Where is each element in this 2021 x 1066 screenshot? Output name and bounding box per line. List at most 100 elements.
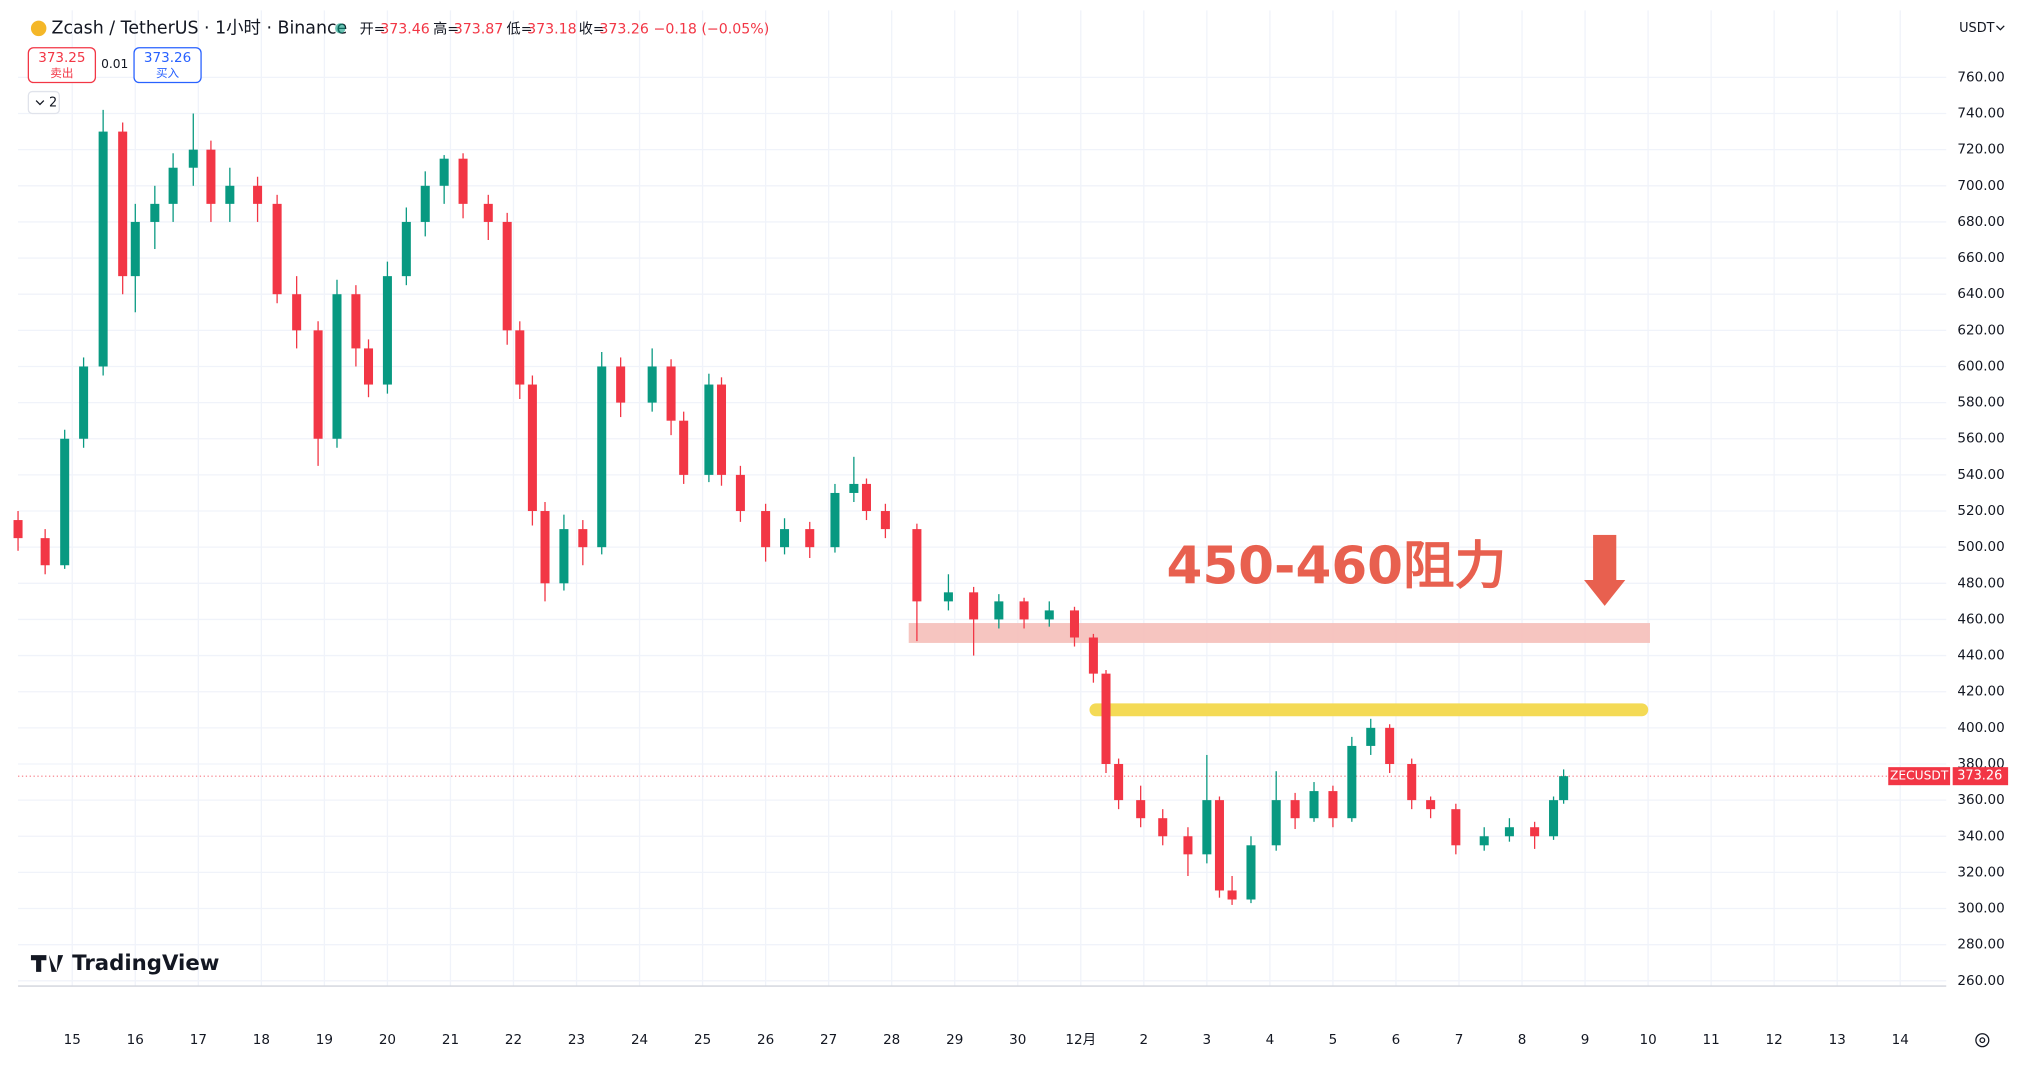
y-tick-label: 740.00	[1957, 106, 2004, 122]
candle-body	[994, 601, 1004, 620]
y-tick-label: 680.00	[1957, 214, 2004, 230]
candle-body	[1136, 800, 1146, 819]
ohlc-value: 373.46	[380, 22, 430, 38]
candle-body	[1426, 800, 1436, 810]
x-tick-label: 14	[1892, 1032, 1909, 1048]
grid	[18, 10, 1947, 987]
ohlc-value: 373.26	[599, 22, 649, 38]
candle-body	[364, 348, 374, 385]
candle-body	[253, 185, 263, 204]
chevron	[1996, 25, 2005, 31]
candle-body	[225, 185, 235, 204]
currency[interactable]: USDT	[1959, 21, 1995, 36]
candle-body	[1479, 836, 1489, 846]
candle-body	[1290, 800, 1300, 819]
candle-body	[272, 203, 282, 295]
candle-body	[805, 529, 815, 548]
candle-body	[679, 420, 689, 475]
y-tick-label: 480.00	[1957, 575, 2004, 591]
candle-body	[1202, 800, 1212, 855]
candle-body	[880, 511, 890, 530]
ohlc-label: 高=	[433, 21, 459, 38]
candle-body	[40, 538, 50, 566]
candle-body	[382, 276, 392, 385]
x-tick-label: 17	[190, 1032, 207, 1048]
y-tick-label: 620.00	[1957, 322, 2004, 338]
candle-body	[401, 221, 411, 277]
candle-body	[597, 366, 607, 548]
y-tick-label: 700.00	[1957, 178, 2004, 194]
ticker-tag	[1888, 767, 1951, 786]
candle-body	[1214, 800, 1224, 891]
candle-body	[1114, 763, 1124, 801]
candle-body	[98, 131, 108, 367]
x-tick-label: 8	[1518, 1032, 1527, 1048]
y-tick-label: 460.00	[1957, 611, 2004, 627]
x-tick-label: 9	[1581, 1032, 1590, 1048]
candle-body	[1451, 809, 1461, 846]
candle-body	[1347, 745, 1357, 819]
candle-body	[1407, 763, 1417, 801]
status-dot	[335, 23, 346, 34]
resistance-band	[908, 623, 1650, 643]
candle-body	[79, 366, 89, 439]
candle-body	[943, 592, 953, 602]
x-tick-label: 25	[694, 1032, 711, 1048]
y-tick-label: 540.00	[1957, 467, 2004, 483]
y-tick-label: 400.00	[1957, 720, 2004, 736]
y-tick-label: 660.00	[1957, 250, 2004, 266]
y-tick-label: 260.00	[1957, 973, 2004, 989]
candle-body	[578, 529, 588, 548]
logo-mark	[30, 955, 64, 972]
candle-body	[13, 520, 23, 539]
y-tick-label: 600.00	[1957, 358, 2004, 374]
y-tick-label: 580.00	[1957, 395, 2004, 411]
chevron	[35, 100, 45, 106]
y-tick-label: 420.00	[1957, 684, 2004, 700]
ohlc-value: 373.18	[527, 22, 577, 38]
x-tick-label: 26	[757, 1032, 774, 1048]
ohlc-label: 收=	[579, 22, 605, 38]
spread: 0.01	[101, 57, 128, 71]
candle-body	[351, 294, 361, 349]
candle-body	[502, 221, 512, 331]
candle-body	[1549, 800, 1559, 837]
x-tick-label: 5	[1329, 1032, 1338, 1048]
y-tick-label: 640.00	[1957, 286, 2004, 302]
candle-body	[1246, 845, 1256, 900]
arrow-shaft	[1593, 534, 1617, 582]
candle-body	[616, 366, 626, 403]
sell-button[interactable]	[27, 47, 97, 84]
y-tick-label: 560.00	[1957, 431, 2004, 447]
change: −0.18 (−0.05%)	[653, 22, 769, 38]
candle-body	[969, 592, 979, 620]
y-tick-label: 720.00	[1957, 142, 2004, 158]
x-tick-label: 3	[1203, 1032, 1212, 1048]
candle-body	[1227, 890, 1237, 900]
x-tick-label: 6	[1392, 1032, 1401, 1048]
settings-icon[interactable]	[1975, 1033, 1990, 1048]
candle-body	[1309, 791, 1319, 819]
candle-body	[527, 384, 537, 512]
y-tick-label: 340.00	[1957, 828, 2004, 844]
annotation: 450-460阻力	[1166, 537, 1506, 597]
candle-body	[647, 366, 657, 403]
candle-body	[420, 185, 430, 222]
candle-body	[559, 529, 569, 584]
x-tick-label: 11	[1703, 1032, 1720, 1048]
ohlc-value: 373.87	[454, 22, 504, 38]
buy-button[interactable]	[133, 47, 202, 84]
candle-body	[458, 158, 468, 204]
x-tick-label: 7	[1455, 1032, 1464, 1048]
x-tick-label: 18	[253, 1032, 270, 1048]
indicator-toggle[interactable]	[27, 90, 60, 115]
y-tick-label: 320.00	[1957, 864, 2004, 880]
x-tick-label: 23	[568, 1032, 585, 1048]
candle-body	[1504, 827, 1514, 837]
symbol-icon	[30, 20, 47, 37]
price-tag-label: 373.26	[1957, 769, 2002, 784]
ohlc-label: 开=	[360, 22, 386, 38]
buy-label: 买入	[156, 66, 180, 80]
